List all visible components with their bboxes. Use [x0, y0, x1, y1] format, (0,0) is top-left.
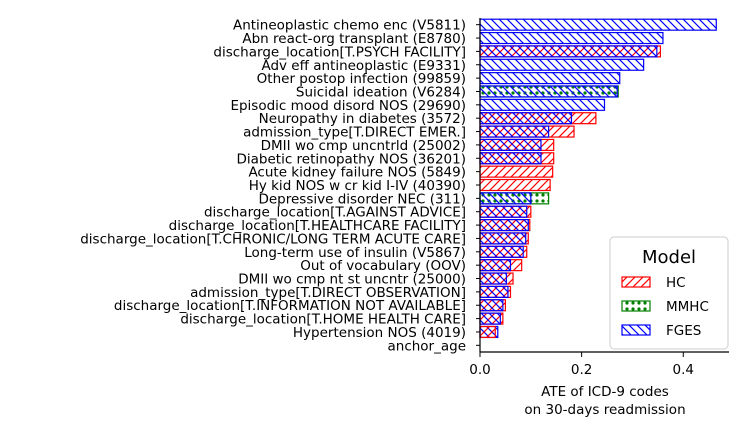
legend-swatch-mmhc	[621, 300, 651, 312]
y-tick-label-hy-kid-nos-w-cr-kid-i-iv-40390: Hy kid NOS w cr kid I-IV (40390)	[249, 178, 466, 194]
bar-fges-admission-type-t-direct-emer	[479, 125, 550, 138]
bar-fges-adv-eff-antineoplastic-e9331	[479, 58, 645, 71]
y-tick-label-other-postop-infection-99859: Other postop infection (99859)	[257, 71, 466, 87]
axes	[479, 18, 729, 353]
y-tick-label-diabetic-retinopathy-nos-36201: Diabetic retinopathy NOS (36201)	[236, 151, 466, 167]
bar-fges-discharge-location-t-against-advice	[479, 205, 528, 218]
x-tick-label: 0.2	[571, 362, 592, 378]
y-tick-label-discharge-location-t-information-not-available: discharge_location[T.INFORMATION NOT AVA…	[114, 298, 466, 314]
legend-swatch-hc	[621, 276, 651, 288]
x-tick-label: 0.0	[469, 362, 490, 378]
y-tick-labels: Antineoplastic chemo enc (V5811)Abn reac…	[80, 18, 480, 354]
bar-fges-episodic-mood-disord-nos-29690	[479, 98, 606, 111]
bar-fges-discharge-location-t-home-health-care	[479, 312, 501, 325]
bar-fges-dmii-wo-cmp-nt-st-uncntr-25000	[479, 272, 508, 285]
bar-fges-discharge-location-t-healthcare-facility	[479, 219, 529, 232]
bars-layer	[479, 18, 717, 339]
bar-fges-antineoplastic-chemo-enc-v5811	[479, 18, 717, 31]
bar-fges-diabetic-retinopathy-nos-36201	[479, 152, 542, 165]
y-tick-label-acute-kidney-failure-nos-5849: Acute kidney failure NOS (5849)	[248, 165, 466, 181]
bar-hc-hypertension-nos-4019	[479, 325, 496, 339]
x-tick-label: 0.4	[673, 362, 694, 378]
y-tick-label-adv-eff-antineoplastic-e9331: Adv eff antineoplastic (E9331)	[261, 58, 466, 74]
bar-fges-neuropathy-in-diabetes-3572	[479, 112, 573, 125]
y-tick-label-discharge-location-t-healthcare-facility: discharge_location[T.HEALTHCARE FACILITY…	[169, 218, 466, 234]
bar-fges-discharge-location-t-information-not-available	[479, 299, 504, 312]
legend-title: Model	[642, 247, 696, 268]
y-tick-label-discharge-location-t-chronic-long-term-acute-care: discharge_location[T.CHRONIC/LONG TERM A…	[80, 231, 466, 247]
bar-fges-out-of-vocabulary-oov	[479, 259, 512, 272]
legend-label-fges: FGES	[666, 323, 701, 339]
bar-hc-acute-kidney-failure-nos-5849	[479, 165, 554, 178]
bar-fges-other-postop-infection-99859	[479, 72, 621, 85]
x-ticks: 0.0 0.2 0.4	[469, 352, 694, 378]
legend: Model HC MMHC FGES	[609, 236, 729, 350]
y-tick-label-hypertension-nos-4019: Hypertension NOS (4019)	[293, 325, 466, 341]
y-tick-label-discharge-location-t-against-advice: discharge_location[T.AGAINST ADVICE]	[204, 205, 466, 221]
legend-swatch-fges	[621, 324, 651, 336]
bar-hc-hy-kid-nos-w-cr-kid-i-iv-40390	[479, 178, 551, 192]
y-tick-label-episodic-mood-disord-nos-29690: Episodic mood disord NOS (29690)	[230, 98, 466, 114]
y-tick-label-long-term-use-of-insulin-v5867: Long-term use of insulin (V5867)	[244, 245, 466, 261]
y-tick-label-out-of-vocabulary-oov: Out of vocabulary (OOV)	[300, 258, 466, 274]
y-tick-label-discharge-location-t-psych-facility: discharge_location[T.PSYCH FACILITY]	[213, 44, 466, 60]
y-tick-label-admission-type-t-direct-observation: admission_type[T.DIRECT OBSERVATION]	[190, 285, 466, 301]
bar-fges-admission-type-t-direct-observation	[479, 285, 509, 298]
y-tick-label-neuropathy-in-diabetes-3572: Neuropathy in diabetes (3572)	[259, 111, 466, 127]
y-tick-label-suicidal-ideation-v6284: Suicidal ideation (V6284)	[296, 84, 466, 100]
y-tick-label-depressive-disorder-nec-311: Depressive disorder NEC (311)	[258, 191, 466, 207]
y-tick-label-antineoplastic-chemo-enc-v5811: Antineoplastic chemo enc (V5811)	[233, 18, 466, 34]
bar-fges-depressive-disorder-nec-311	[479, 192, 532, 205]
bar-fges-long-term-use-of-insulin-v5867	[479, 245, 524, 258]
bar-fges-dmii-wo-cmp-uncntrld-25002	[479, 138, 542, 151]
legend-label-hc: HC	[666, 275, 686, 291]
y-tick-label-dmii-wo-cmp-nt-st-uncntr-25000: DMII wo cmp nt st uncntr (25000)	[238, 272, 466, 288]
bar-fges-abn-react-org-transplant-e8780	[479, 31, 664, 45]
y-tick-label-dmii-wo-cmp-uncntrld-25002: DMII wo cmp uncntrld (25002)	[261, 138, 466, 154]
y-tick-label-admission-type-t-direct-emer: admission_type[T.DIRECT EMER.]	[243, 125, 466, 141]
x-axis-label-line2: on 30-days readmission	[524, 402, 685, 418]
legend-label-mmhc: MMHC	[666, 299, 709, 315]
y-tick-label-abn-react-org-transplant-e8780: Abn react-org transplant (E8780)	[242, 31, 466, 47]
bar-fges-suicidal-ideation-v6284	[479, 85, 618, 98]
legend-box	[609, 236, 729, 350]
y-tick-label-anchor-age: anchor_age	[387, 338, 466, 354]
bar-fges-discharge-location-t-chronic-long-term-acute-care	[479, 232, 527, 245]
y-tick-label-discharge-location-t-home-health-care: discharge_location[T.HOME HEALTH CARE]	[180, 312, 466, 328]
bar-fges-discharge-location-t-psych-facility	[479, 45, 658, 58]
x-axis-label: ATE of ICD-9 codes	[541, 384, 669, 400]
